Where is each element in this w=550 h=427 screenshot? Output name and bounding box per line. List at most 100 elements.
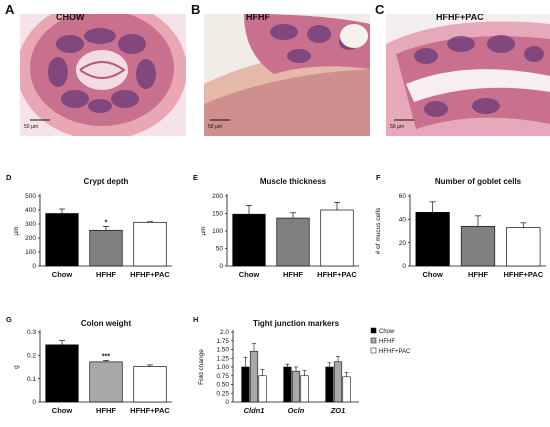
bar-cldn1-1 bbox=[249, 350, 259, 403]
x-category-label: Chow bbox=[422, 270, 443, 279]
y-tick-label: 0 bbox=[219, 263, 223, 270]
y-tick-label: 0.50 bbox=[216, 382, 229, 389]
legend-swatch bbox=[370, 337, 377, 344]
micrograph-hfhf: 50 µm HFHF bbox=[204, 14, 370, 136]
x-category-label: HFHF bbox=[283, 270, 303, 279]
bar-ocln-2 bbox=[300, 375, 309, 403]
micrograph-label-hfhf-pac: HFHF+PAC bbox=[436, 14, 484, 22]
y-tick-label: 100 bbox=[212, 228, 223, 235]
bar-hfhfpac bbox=[320, 209, 354, 267]
x-category-label: Chow bbox=[239, 270, 260, 279]
bar-hfhf bbox=[89, 361, 123, 403]
chart-muscle-thickness: E Muscle thickness 0 50 100 150 200 µm Chow HFHF H… bbox=[187, 168, 367, 293]
y-axis-label: # of mucus cells bbox=[375, 207, 382, 254]
y-axis-label: µm bbox=[200, 226, 207, 235]
x-category-label: HFHF+PAC bbox=[130, 270, 170, 279]
panel-letter-b: B bbox=[191, 2, 201, 17]
x-category-label: HFHF bbox=[96, 406, 116, 415]
scale-bar-label-a: 50 µm bbox=[24, 124, 38, 130]
chart-svg: F Number of goblet cells 0 20 40 60 # of mucus… bbox=[375, 173, 546, 279]
bar-chow bbox=[415, 211, 450, 267]
chart-svg: H Tight junction markers 0 0.250.50 0.75 1.00… bbox=[193, 315, 411, 415]
y-tick-label: 1.75 bbox=[216, 338, 229, 345]
y-tick-label: 1.50 bbox=[216, 347, 229, 354]
chart-svg: G Colon weight 0 0.1 0.2 0.3 g Chow HFHF *** HFHF+… bbox=[6, 315, 172, 415]
micrograph-chow: 50 µm CHOW bbox=[20, 14, 186, 136]
y-axis-label: Fold change bbox=[198, 349, 205, 385]
chart-title: Tight junction markers bbox=[253, 319, 340, 328]
y-tick-label: 2.0 bbox=[220, 329, 229, 336]
chart-title: Crypt depth bbox=[84, 177, 129, 186]
y-tick-label: 500 bbox=[25, 193, 36, 200]
x-category-label: Cldn1 bbox=[244, 406, 265, 415]
micrograph-label-chow: CHOW bbox=[56, 14, 85, 22]
y-tick-label: 0.1 bbox=[27, 376, 36, 383]
bar-chow bbox=[45, 213, 79, 267]
y-tick-label: 200 bbox=[25, 235, 36, 242]
y-tick-label: 0 bbox=[32, 399, 36, 406]
bar-hfhfpac bbox=[133, 366, 167, 403]
bar-hfhfpac bbox=[506, 227, 541, 267]
chart-goblet-cells: F Number of goblet cells 0 20 40 60 # of mucus… bbox=[370, 168, 550, 293]
x-category-label: Chow bbox=[52, 406, 73, 415]
legend-label: HFHF+PAC bbox=[379, 349, 411, 355]
y-tick-label: 20 bbox=[399, 240, 407, 247]
y-tick-label: 40 bbox=[399, 217, 407, 224]
bar-chow bbox=[45, 344, 79, 403]
y-axis-label: g bbox=[13, 365, 20, 369]
panel-letter-g: G bbox=[6, 315, 12, 324]
panel-letter-h: H bbox=[193, 315, 198, 324]
y-tick-label: 0.25 bbox=[216, 390, 229, 397]
chart-title: Number of goblet cells bbox=[435, 177, 522, 186]
significance-marker: *** bbox=[102, 353, 110, 360]
y-tick-label: 0.3 bbox=[27, 329, 36, 336]
y-tick-label: 0 bbox=[225, 399, 229, 406]
legend-swatch bbox=[370, 327, 377, 334]
y-tick-label: 400 bbox=[25, 207, 36, 214]
bar-zo1-0 bbox=[325, 366, 334, 403]
y-tick-label: 0.2 bbox=[27, 353, 36, 360]
chart-title: Muscle thickness bbox=[260, 177, 327, 186]
scale-bar-label-c: 50 µm bbox=[390, 124, 404, 130]
y-tick-label: 0.75 bbox=[216, 373, 229, 380]
bar-zo1-1 bbox=[333, 361, 343, 403]
legend-swatch bbox=[370, 347, 377, 354]
x-category-label: HFHF+PAC bbox=[504, 270, 544, 279]
bar-cldn1-0 bbox=[241, 366, 250, 403]
bar-ocln-0 bbox=[283, 366, 292, 403]
x-category-label: HFHF bbox=[96, 270, 116, 279]
micrograph-label-hfhf: HFHF bbox=[246, 14, 270, 22]
significance-marker: * bbox=[105, 219, 108, 226]
scale-bar-label-b: 50 µm bbox=[208, 124, 222, 130]
y-tick-label: 100 bbox=[25, 249, 36, 256]
chart-svg: E Muscle thickness 0 50 100 150 200 µm Chow HFHF H… bbox=[193, 173, 359, 279]
x-category-label: ZO1 bbox=[330, 406, 346, 415]
chart-title: Colon weight bbox=[81, 319, 132, 328]
x-category-label: HFHF+PAC bbox=[317, 270, 357, 279]
x-category-label: HFHF bbox=[468, 270, 488, 279]
panel-letter-a: A bbox=[5, 2, 15, 17]
x-category-label: Ocln bbox=[288, 406, 305, 415]
bar-hfhf bbox=[276, 217, 310, 267]
legend-label: HFHF bbox=[379, 339, 395, 345]
bar-hfhf bbox=[89, 229, 123, 267]
panel-letter-c: C bbox=[375, 2, 385, 17]
y-tick-label: 150 bbox=[212, 211, 223, 218]
bar-hfhf bbox=[460, 225, 496, 267]
bar-hfhfpac bbox=[133, 221, 167, 267]
y-tick-label: 300 bbox=[25, 221, 36, 228]
x-category-label: HFHF+PAC bbox=[130, 406, 170, 415]
panel-letter-f: F bbox=[376, 173, 381, 182]
bar-chow bbox=[232, 213, 266, 267]
legend-label: Chow bbox=[379, 329, 395, 335]
y-tick-label: 50 bbox=[216, 246, 224, 253]
chart-tight-junction: H Tight junction markers 0 0.25 0.50 0.75 1.00… bbox=[187, 310, 447, 427]
y-tick-label: 1.25 bbox=[216, 355, 229, 362]
bar-ocln-1 bbox=[291, 370, 301, 403]
y-tick-label: 0 bbox=[32, 263, 36, 270]
panel-letter-d: D bbox=[6, 173, 12, 182]
panel-letter-e: E bbox=[193, 173, 198, 182]
x-category-label: Chow bbox=[52, 270, 73, 279]
bar-zo1-2 bbox=[342, 376, 351, 403]
y-tick-label: 200 bbox=[212, 193, 223, 200]
